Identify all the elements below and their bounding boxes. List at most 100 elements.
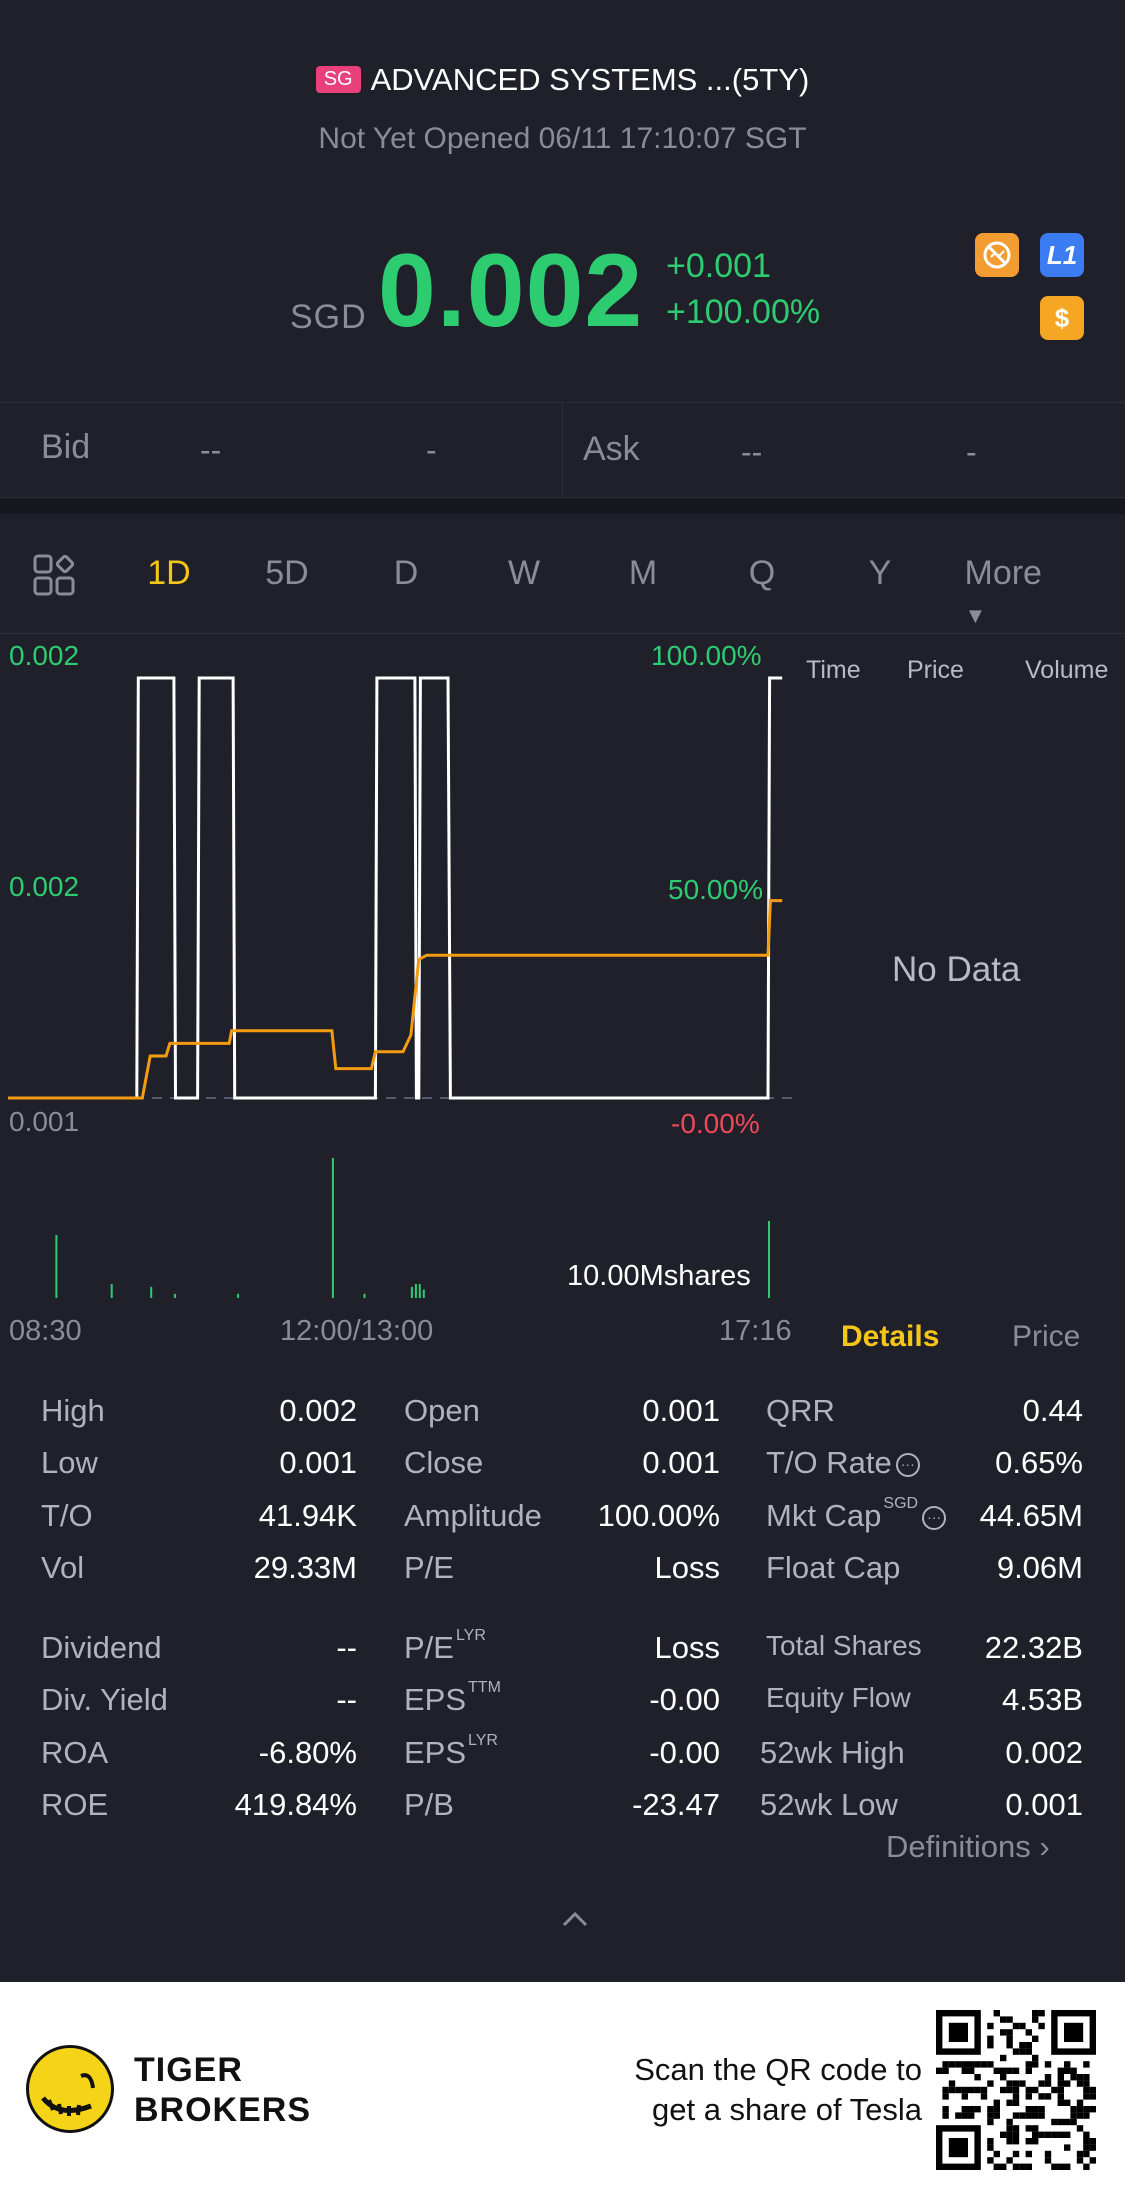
stat-value: 22.32B [984,1630,1083,1665]
level1-badge[interactable]: L1 [1040,233,1084,277]
stat-label: ROE [41,1787,108,1823]
info-icon[interactable]: ··· [922,1506,947,1530]
tab-more-label: More [964,554,1042,592]
stat-label-text: Mkt Cap [766,1498,882,1533]
stat-value: -0.00 [649,1682,720,1717]
stock-title: SG ADVANCED SYSTEMS ...(5TY) [0,62,1125,98]
time-start: 08:30 [9,1315,82,1347]
tiger-logo [26,2045,114,2133]
section-separator [0,498,1125,514]
stat-value: -6.80% [258,1735,357,1770]
stat-label-text: ROA [41,1735,109,1770]
brand-line2: BROKERS [134,2091,312,2129]
stat-label-sup: LYR [468,1732,498,1749]
chevron-right-icon: › [1039,1829,1050,1864]
stat-value: 0.001 [279,1445,357,1480]
stat-label-sup: SGD [883,1495,919,1512]
tab-more[interactable]: More ▼ [965,554,1072,632]
stat-label: EPS LYR [404,1732,498,1771]
stat-value: Loss [654,1630,720,1665]
tab-price[interactable]: Price [1012,1320,1081,1353]
stat-label: Mkt Cap SGD··· [766,1495,947,1534]
price-change-pct: +100.00% [666,293,821,331]
dollar-badge[interactable]: $ [1040,296,1084,340]
price-change: +0.001 [666,247,771,285]
stat-label: Total Shares [766,1630,922,1662]
stat-label: T/O [41,1498,93,1534]
stat-label-text: 52wk Low [760,1787,898,1822]
volume-bar [414,1284,417,1298]
stat-value: 0.002 [279,1393,357,1428]
stat-value: 0.001 [642,1393,720,1428]
brand-line1: TIGER [134,2051,243,2089]
tab-1d[interactable]: 1D [147,554,191,592]
stat-label-text: Vol [41,1550,85,1585]
stat-label: Amplitude [404,1498,542,1534]
tab-q[interactable]: Q [748,554,776,592]
no-short-icon[interactable] [975,233,1019,277]
stat-value: -- [336,1630,357,1665]
stat-value: 419.84% [234,1787,357,1822]
stat-label-text: 52wk High [760,1735,905,1770]
promo-text: Scan the QR code to get a share of Tesla [560,2050,922,2130]
definitions-link[interactable]: Definitions › [886,1829,1050,1865]
tab-w[interactable]: W [507,554,541,592]
stat-value: 29.33M [253,1550,357,1585]
stat-label: Close [404,1445,483,1481]
ask-size: - [966,434,977,470]
stat-label-text: Equity Flow [766,1682,911,1713]
stat-label-text: High [41,1393,105,1428]
side-head-time: Time [806,656,861,684]
stat-label: 52wk Low [760,1787,898,1823]
intraday-chart[interactable] [0,640,800,1320]
stat-value: Loss [654,1550,720,1585]
promo-line2: get a share of Tesla [652,2092,922,2127]
volume-bar [173,1293,176,1298]
side-head-price: Price [907,656,964,684]
tab-details[interactable]: Details [841,1320,940,1353]
market-badge: SG [315,66,361,93]
stat-label: P/E LYR [404,1627,486,1666]
layout-grid-icon[interactable] [33,554,75,596]
info-icon[interactable]: ··· [895,1453,920,1477]
side-head-volume: Volume [1025,656,1109,684]
stock-name: ADVANCED SYSTEMS ...(5TY) [370,62,810,97]
stat-value: 0.001 [642,1445,720,1480]
stat-label: Open [404,1393,480,1429]
volume-bar [768,1221,770,1298]
currency-label: SGD [290,298,367,336]
time-mid: 12:00/13:00 [280,1315,434,1347]
volume-bar [410,1286,413,1298]
volume-bar [363,1293,366,1298]
stat-label: Div. Yield [41,1682,168,1718]
bid-ask-divider [562,402,563,498]
tab-d[interactable]: D [393,554,419,592]
volume-bar [331,1158,334,1298]
brand-name: TIGER BROKERS [134,2050,311,2130]
volume-bar [422,1289,425,1298]
y-left-mid: 0.002 [9,871,80,902]
stat-label-text: T/O Rate [766,1445,892,1480]
volume-max-label: 10.00Mshares [567,1260,751,1292]
tab-5d[interactable]: 5D [265,554,309,592]
stat-label: 52wk High [760,1735,905,1771]
y-right-bottom: -0.00% [671,1108,760,1139]
stat-label-text: Low [41,1445,98,1480]
no-data-label: No Data [892,950,1021,989]
stat-label-text: Float Cap [766,1550,901,1585]
volume-bar [237,1293,240,1298]
qr-code[interactable] [936,2010,1096,2170]
stat-value: 4.53B [1001,1682,1083,1717]
stat-label: T/O Rate ··· [766,1445,920,1481]
promo-line1: Scan the QR code to [634,2052,922,2087]
stat-label-text: EPS [404,1735,467,1770]
stat-label: P/E [404,1550,454,1586]
stat-value: 0.65% [995,1445,1083,1480]
stat-label: Float Cap [766,1550,900,1586]
tab-y[interactable]: Y [868,554,892,592]
collapse-caret-icon[interactable] [560,1905,590,1935]
y-left-top: 0.002 [9,640,80,671]
tab-m[interactable]: M [628,554,658,592]
last-price: 0.002 [378,233,644,349]
stat-label: High [41,1393,105,1429]
